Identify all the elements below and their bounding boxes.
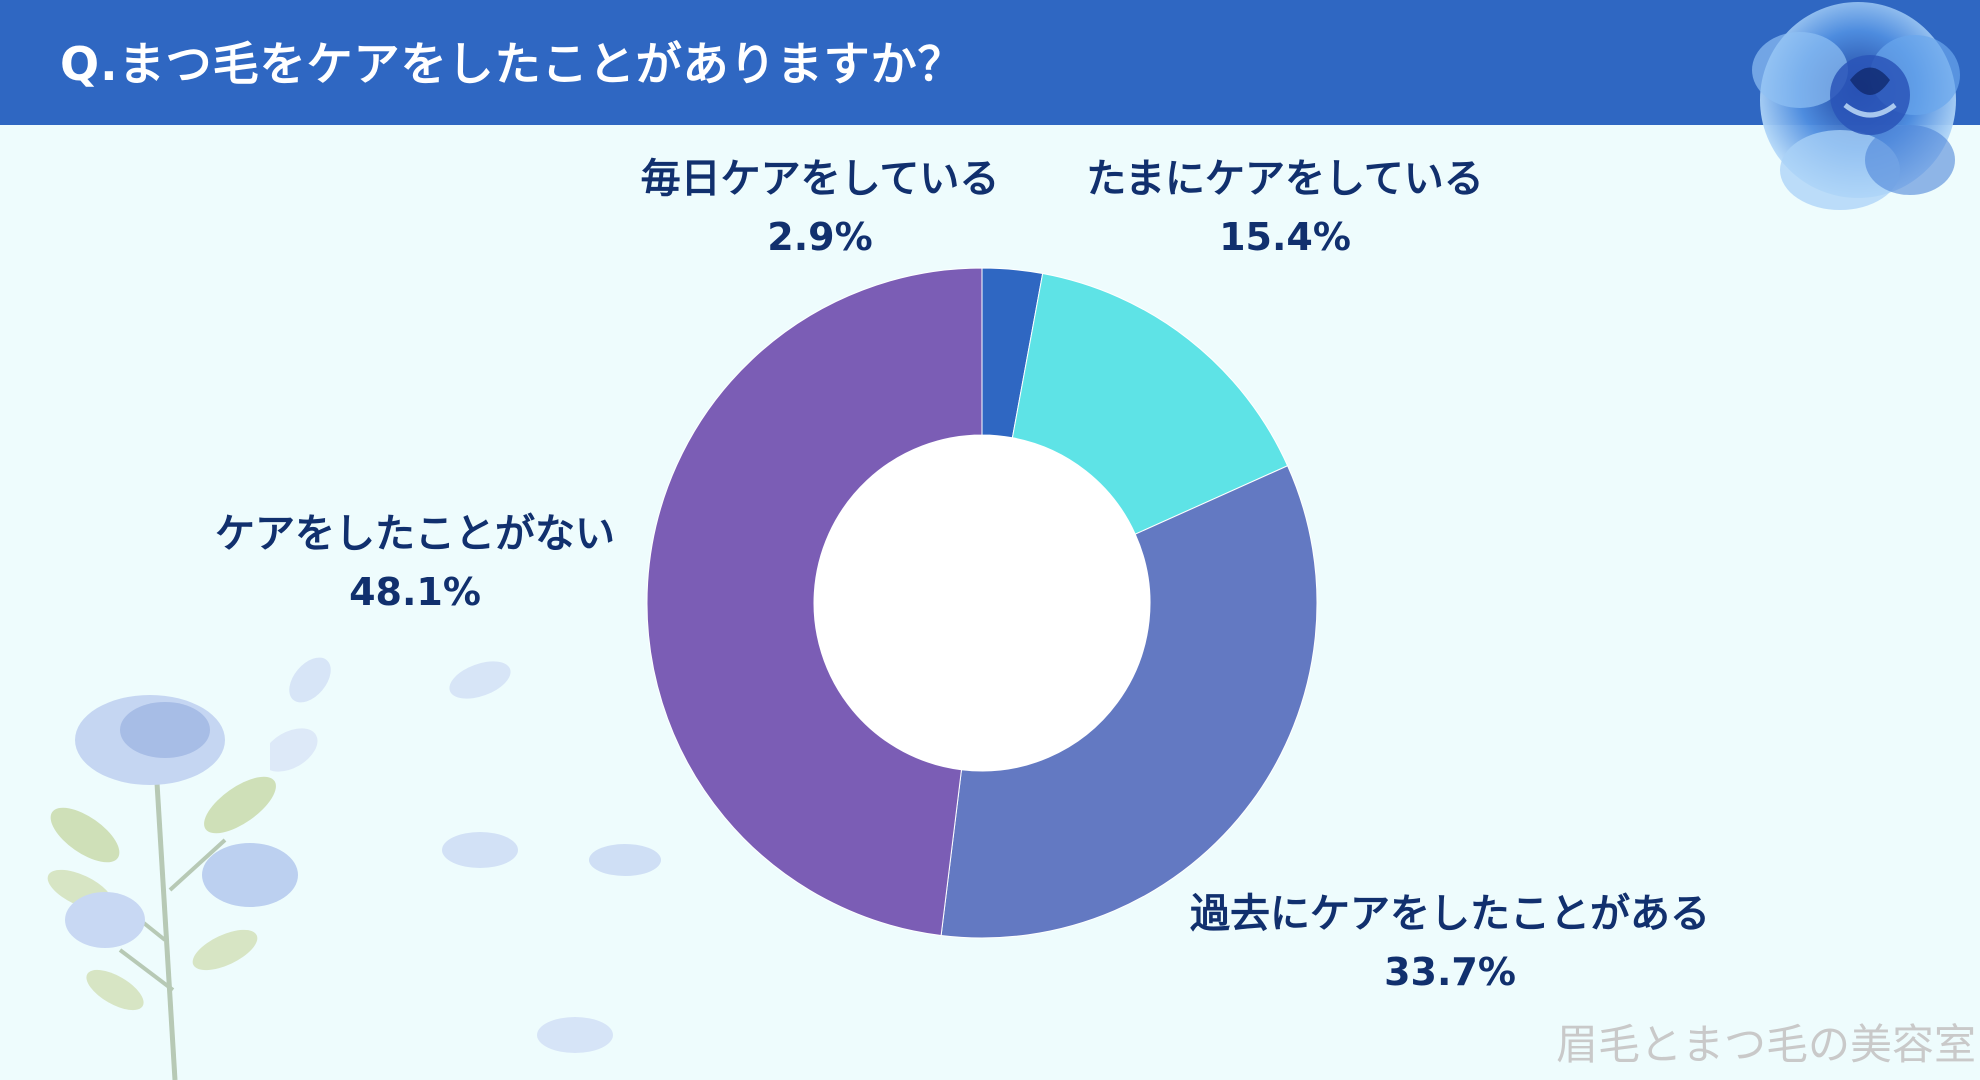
slice-label-daily: 毎日ケアをしている 2.9%: [610, 150, 1030, 266]
slice-label-percent: 48.1%: [349, 570, 481, 614]
slice-label-name: ケアをしたことがない: [215, 511, 615, 557]
petal-icon: [270, 657, 661, 1053]
slice-label-percent: 33.7%: [1384, 950, 1516, 994]
slice-label-never: ケアをしたことがない 48.1%: [180, 505, 650, 621]
slice-label-name: たまにケアをしている: [1086, 156, 1484, 202]
slice-label-past: 過去にケアをしたことがある 33.7%: [1150, 885, 1750, 1001]
slice-label-name: 過去にケアをしたことがある: [1190, 891, 1710, 937]
slice-label-name: 毎日ケアをしている: [640, 156, 1000, 202]
rose-stem-icon: [47, 695, 298, 1080]
slice-label-percent: 15.4%: [1219, 215, 1351, 259]
page-title: Q.まつ毛をケアをしたことがありますか？: [60, 37, 965, 91]
header-bar: Q.まつ毛をケアをしたことがありますか？: [0, 0, 1980, 125]
donut-hole: [814, 435, 1150, 771]
slice-label-sometimes: たまにケアをしている 15.4%: [1055, 150, 1515, 266]
slice-label-percent: 2.9%: [767, 215, 873, 259]
watermark: 眉毛とまつ毛の美容室: [1555, 1020, 1976, 1069]
blue-rose-icon: [1752, 2, 1960, 210]
